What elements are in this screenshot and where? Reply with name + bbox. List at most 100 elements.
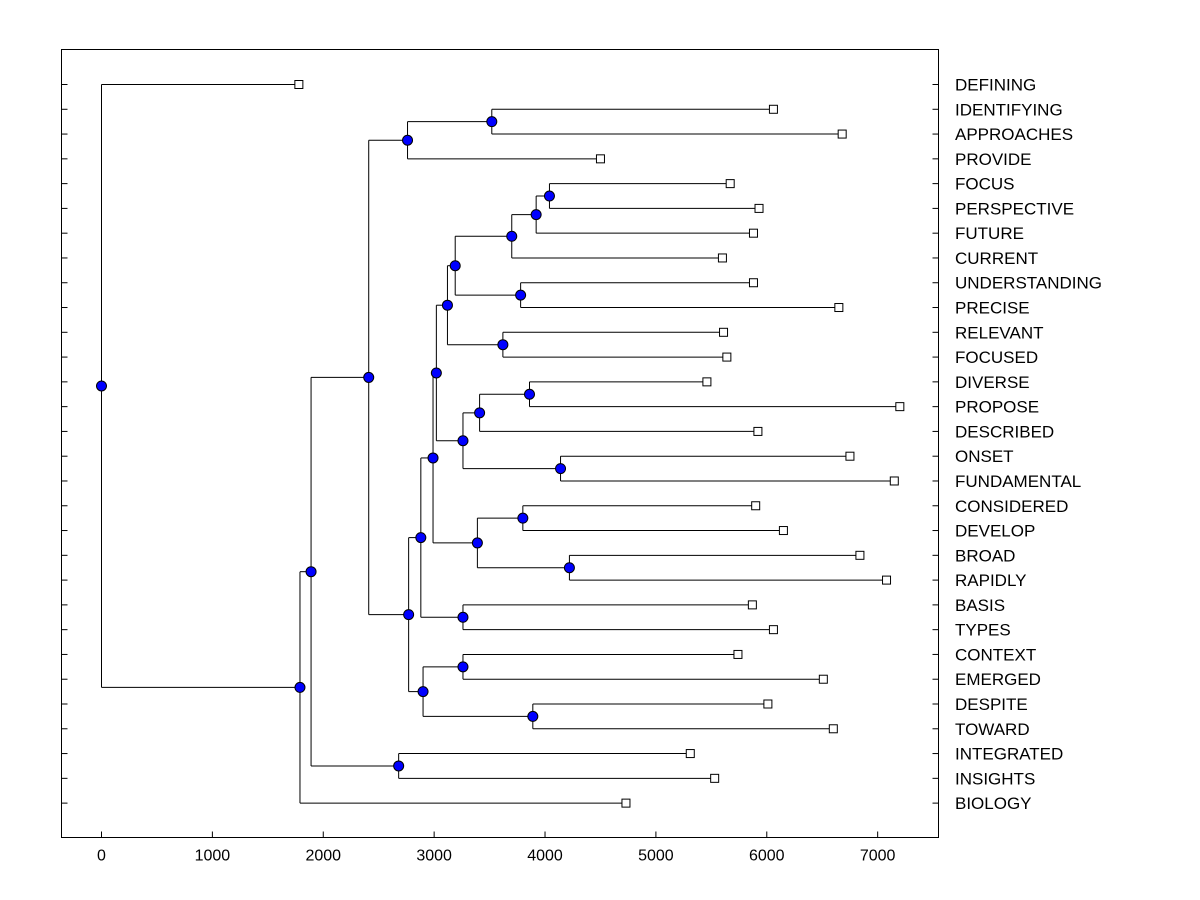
cluster-node xyxy=(427,452,439,464)
cluster-node xyxy=(506,230,518,242)
leaf-label: DEVELOP xyxy=(955,522,1035,541)
leaf-label: INSIGHTS xyxy=(955,769,1035,788)
x-tick-label: 5000 xyxy=(638,848,674,865)
cluster-node xyxy=(402,134,414,146)
leaf-label: FUTURE xyxy=(955,224,1024,243)
leaf-label: ONSET xyxy=(955,447,1014,466)
cluster-node xyxy=(294,681,306,693)
x-tick-label: 1000 xyxy=(195,848,231,865)
cluster-node xyxy=(523,388,535,400)
cluster-node xyxy=(555,463,567,475)
cluster-node xyxy=(441,299,453,311)
leaf-label: TOWARD xyxy=(955,720,1030,739)
x-tick-label: 6000 xyxy=(749,848,785,865)
cluster-node xyxy=(527,710,539,722)
leaf-label: DESCRIBED xyxy=(955,422,1054,441)
leaf-marker xyxy=(828,724,838,734)
leaf-marker xyxy=(818,674,828,684)
x-axis: 0 1000 2000 3000 4000 5000 6000 7000 xyxy=(97,831,896,865)
cluster-node xyxy=(517,512,529,524)
leaf-marker xyxy=(751,501,761,511)
leaf-label: RAPIDLY xyxy=(955,571,1027,590)
cluster-node xyxy=(471,537,483,549)
leaf-marker xyxy=(710,773,720,783)
cluster-node xyxy=(563,562,575,574)
cluster-node xyxy=(403,609,415,621)
leaf-marker xyxy=(754,203,764,213)
leaf-marker xyxy=(717,253,727,263)
cluster-node xyxy=(305,566,317,578)
leaf-label: FOCUS xyxy=(955,175,1015,194)
leaf-marker xyxy=(748,278,758,288)
leaf-marker xyxy=(837,129,847,139)
cluster-node xyxy=(486,116,498,128)
cluster-node xyxy=(515,289,527,301)
x-tick-label: 0 xyxy=(97,848,106,865)
leaf-marker xyxy=(834,303,844,313)
cluster-node xyxy=(543,190,555,202)
leaf-marker xyxy=(763,699,773,709)
leaf-marker xyxy=(895,402,905,412)
leaf-label: PERSPECTIVE xyxy=(955,199,1074,218)
cluster-node xyxy=(497,339,509,351)
cluster-node xyxy=(457,611,469,623)
leaf-marker xyxy=(747,600,757,610)
leaf-label: INTEGRATED xyxy=(955,745,1063,764)
leaf-label: TYPES xyxy=(955,621,1011,640)
leaf-marker xyxy=(595,154,605,164)
leaf-label: FUNDAMENTAL xyxy=(955,472,1081,491)
leaf-marker xyxy=(685,749,695,759)
leaf-marker xyxy=(778,526,788,536)
leaf-label: CONTEXT xyxy=(955,645,1036,664)
cluster-node xyxy=(530,209,542,221)
y-axis-ticks xyxy=(61,84,939,804)
leaf-label: APPROACHES xyxy=(955,125,1073,144)
cluster-node xyxy=(474,407,486,419)
leaf-marker xyxy=(855,550,865,560)
leaf-marker xyxy=(845,451,855,461)
leaf-label: DIVERSE xyxy=(955,373,1030,392)
leaf-marker xyxy=(768,104,778,114)
leaf-label: CONSIDERED xyxy=(955,497,1068,516)
leaf-marker xyxy=(889,476,899,486)
leaf-marker xyxy=(748,228,758,238)
leaf-markers xyxy=(294,80,905,808)
leaf-label: PROPOSE xyxy=(955,398,1039,417)
leaf-label: IDENTIFYING xyxy=(955,100,1063,119)
leaf-marker xyxy=(702,377,712,387)
plot-frame xyxy=(61,49,939,838)
leaf-marker xyxy=(294,80,304,89)
dendrogram-links xyxy=(101,84,900,804)
leaf-label: CURRENT xyxy=(955,249,1038,268)
leaf-marker xyxy=(882,575,892,585)
node-markers xyxy=(96,116,575,772)
leaf-label: BASIS xyxy=(955,596,1005,615)
cluster-node xyxy=(449,260,461,272)
leaf-marker xyxy=(768,625,778,635)
leaf-label: PRECISE xyxy=(955,299,1030,318)
x-tick-label: 2000 xyxy=(305,848,341,865)
leaf-label: BIOLOGY xyxy=(955,794,1032,813)
leaf-label: BROAD xyxy=(955,546,1015,565)
leaf-marker xyxy=(719,327,729,337)
leaf-label: UNDERSTANDING xyxy=(955,274,1102,293)
cluster-node xyxy=(393,760,405,772)
leaf-label: DEFINING xyxy=(955,76,1036,95)
leaf-marker xyxy=(733,649,743,659)
leaf-marker xyxy=(725,179,735,189)
leaf-label: EMERGED xyxy=(955,670,1041,689)
leaf-label: PROVIDE xyxy=(955,150,1032,169)
leaf-label: FOCUSED xyxy=(955,348,1038,367)
cluster-node xyxy=(415,532,427,544)
cluster-node xyxy=(457,661,469,673)
leaf-marker xyxy=(621,798,631,808)
leaf-labels: DEFINING IDENTIFYING APPROACHES PROVIDE FOCU… xyxy=(955,76,1102,814)
leaf-marker xyxy=(753,426,763,436)
x-tick-label: 7000 xyxy=(860,848,896,865)
leaf-marker xyxy=(722,352,732,362)
leaf-label: RELEVANT xyxy=(955,323,1044,342)
x-tick-label: 4000 xyxy=(527,848,563,865)
cluster-node xyxy=(363,371,375,383)
leaf-label: DESPITE xyxy=(955,695,1028,714)
